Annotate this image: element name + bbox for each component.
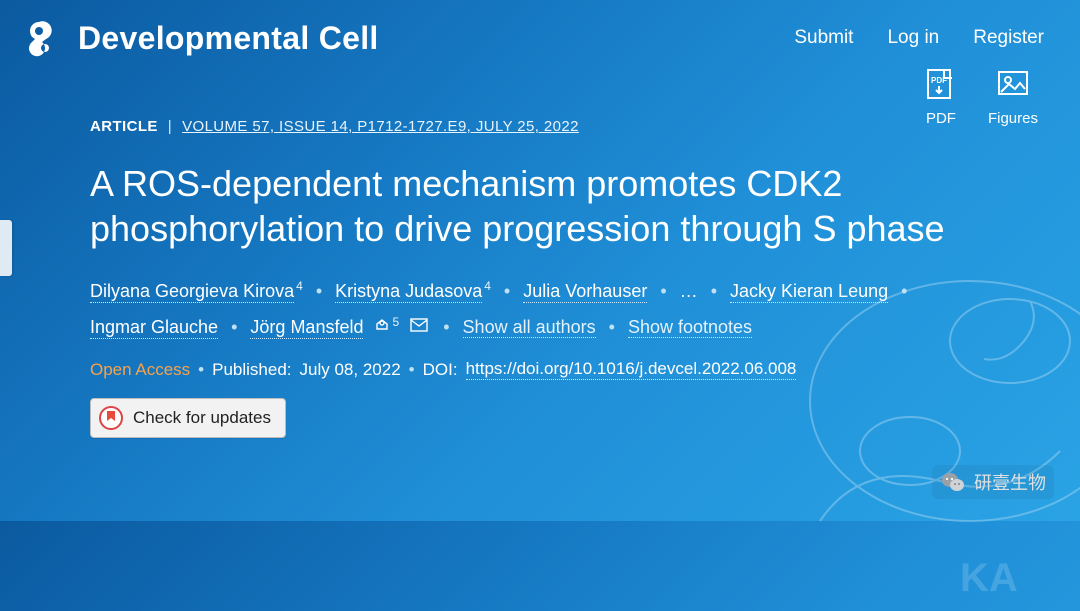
watermark: 研壹生物 [932, 465, 1054, 499]
author-link[interactable]: Ingmar Glauche [90, 317, 218, 339]
author-link[interactable]: Jacky Kieran Leung [730, 281, 888, 303]
site-header: Developmental Cell Submit Log in Registe… [0, 0, 1080, 72]
show-footnotes[interactable]: Show footnotes [628, 317, 752, 338]
pdf-label: PDF [926, 110, 956, 127]
author-separator: • [443, 317, 449, 337]
author-link[interactable]: Kristyna Judasova [335, 281, 482, 303]
nav-submit[interactable]: Submit [794, 27, 853, 49]
article-type: ARTICLE [90, 118, 158, 135]
author-link[interactable]: Jörg Mansfeld [250, 317, 363, 339]
doi-link[interactable]: https://doi.org/10.1016/j.devcel.2022.06… [466, 359, 797, 380]
author-link[interactable]: Julia Vorhauser [523, 281, 647, 303]
publication-info: Open Access • Published: July 08, 2022 •… [90, 359, 1040, 380]
svg-text:PDF: PDF [931, 76, 947, 85]
author-separator: • [231, 317, 237, 337]
author-list: Dilyana Georgieva Kirova4 • Kristyna Jud… [90, 273, 1030, 345]
check-updates-label: Check for updates [133, 408, 271, 428]
nav-register[interactable]: Register [973, 27, 1044, 49]
article-content: PDF PDF Figures ARTICLE | VOLUME 57, ISS… [0, 72, 1080, 438]
author-note: 4 [484, 279, 491, 293]
wechat-icon [940, 469, 966, 495]
cell-press-logo-icon [24, 18, 64, 58]
published-label: Published: [212, 360, 291, 380]
author-separator: • [711, 281, 717, 301]
author-ellipsis: … [680, 281, 698, 301]
article-title: A ROS-dependent mechanism promotes CDK2 … [90, 161, 1030, 251]
open-access-label: Open Access [90, 360, 190, 380]
pub-separator: • [409, 360, 415, 380]
journal-title: Developmental Cell [78, 20, 379, 57]
check-updates-button[interactable]: Check for updates [90, 398, 286, 438]
watermark-text: 研壹生物 [974, 469, 1046, 495]
author-note: 4 [296, 279, 303, 293]
article-meta: ARTICLE | VOLUME 57, ISSUE 14, P1712-172… [90, 118, 1040, 135]
figures-label: Figures [988, 110, 1038, 127]
top-nav: Submit Log in Register [794, 27, 1044, 49]
figures-action[interactable]: Figures [988, 68, 1038, 127]
lead-contact-icon [375, 318, 389, 332]
author-separator: • [660, 281, 666, 301]
author-separator: • [504, 281, 510, 301]
doi-label: DOI: [423, 360, 458, 380]
crossmark-icon [99, 406, 123, 430]
author-separator: • [316, 281, 322, 301]
meta-separator: | [168, 118, 172, 135]
pdf-icon: PDF [924, 68, 958, 100]
brand: Developmental Cell [24, 18, 379, 58]
show-all-authors[interactable]: Show all authors [463, 317, 596, 338]
published-date: July 08, 2022 [300, 360, 401, 380]
article-actions: PDF PDF Figures [924, 68, 1038, 127]
pdf-action[interactable]: PDF PDF [924, 68, 958, 127]
volume-issue-link[interactable]: VOLUME 57, ISSUE 14, P1712-1727.E9, JULY… [182, 118, 579, 135]
pub-separator: • [198, 360, 204, 380]
correspondence-icon[interactable] [410, 318, 428, 332]
nav-login[interactable]: Log in [887, 27, 939, 49]
author-separator: • [609, 317, 615, 337]
author-link[interactable]: Dilyana Georgieva Kirova [90, 281, 294, 303]
author-separator: • [901, 281, 907, 301]
author-note: 5 [393, 315, 400, 329]
svg-text:KA: KA [960, 556, 1018, 600]
figures-icon [996, 68, 1030, 100]
